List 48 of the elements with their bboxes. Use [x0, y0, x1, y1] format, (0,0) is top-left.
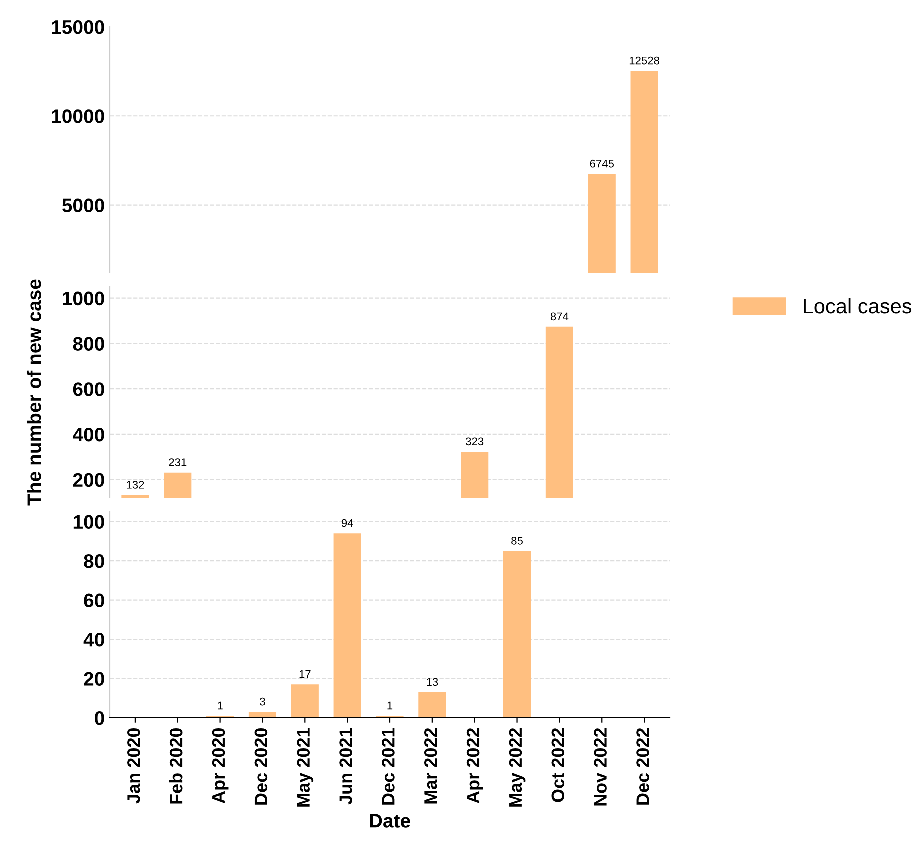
x-tick-label: Feb 2020: [169, 728, 183, 804]
bar: [248, 712, 277, 718]
x-tick-label: Nov 2022: [594, 728, 607, 806]
data-label: 874: [550, 312, 569, 321]
y-tick-label: 15000: [52, 20, 104, 34]
y-tick-label: 60: [84, 594, 104, 608]
data-label: 1: [218, 702, 223, 710]
legend-label: Local cases: [804, 298, 912, 314]
y-tick-label: 5000: [62, 198, 104, 212]
y-tick-label: 200: [73, 473, 104, 488]
bar: [418, 692, 446, 718]
data-label: 94: [342, 519, 354, 528]
y-tick-label: 20: [84, 672, 104, 686]
data-label: 6745: [590, 160, 614, 168]
data-label: 3: [260, 698, 266, 706]
x-tick-label: May 2022: [509, 728, 526, 807]
x-tick-label: Jun 2021: [340, 728, 352, 805]
y-tick-label: 0: [95, 711, 104, 726]
bar: [503, 551, 532, 718]
x-tick-label: Mar 2022: [424, 728, 438, 804]
data-label: 132: [127, 481, 144, 489]
x-tick-label: Dec 2022: [636, 728, 650, 805]
data-label: 231: [169, 458, 187, 466]
data-label: 1: [388, 702, 393, 710]
y-axis-title: The number of new case: [27, 280, 42, 506]
x-tick-label: Jan 2020: [128, 728, 140, 804]
y-tick-label: 40: [84, 632, 104, 647]
x-tick-label: Oct 2022: [552, 728, 565, 802]
x-axis-title: Date: [370, 814, 410, 828]
x-tick-label: Dec 2020: [254, 728, 268, 805]
data-label: 13: [427, 678, 438, 686]
data-label: 17: [300, 670, 311, 678]
y-tick-label: 400: [72, 428, 104, 442]
y-tick-label: 600: [73, 382, 104, 396]
y-tick-label: 10000: [52, 110, 104, 124]
data-label: 323: [466, 438, 484, 446]
y-tick-label: 800: [73, 337, 104, 351]
x-tick-label: Apr 2020: [212, 728, 229, 804]
x-tick-label: Dec 2021: [382, 728, 395, 805]
y-tick-label: 100: [74, 515, 104, 530]
y-tick-label: 80: [84, 554, 104, 568]
x-tick-label: May 2021: [297, 728, 314, 807]
data-label: 12528: [630, 56, 660, 65]
data-label: 85: [512, 537, 523, 545]
bar: [291, 684, 319, 718]
bar: [334, 534, 362, 718]
x-tick-label: Apr 2022: [466, 728, 484, 804]
y-tick-label: 1000: [63, 292, 104, 306]
